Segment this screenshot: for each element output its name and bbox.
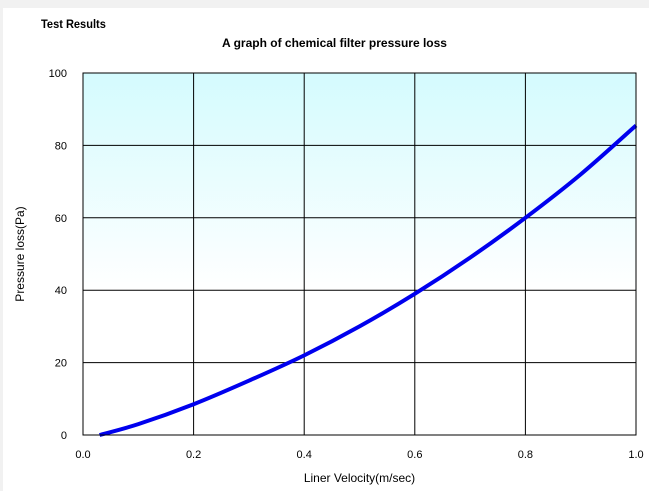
series-line (99, 123, 638, 437)
y-tick-labels: 0 20 40 60 80 100 (49, 68, 67, 442)
series-layer (99, 123, 638, 437)
y-axis-label: Pressure loss(Pa) (13, 206, 27, 301)
x-tick-label: 0.6 (407, 449, 422, 461)
plot-frame (82, 72, 637, 436)
y-tick-label: 40 (55, 285, 67, 297)
section-header: Test Results (41, 17, 106, 31)
x-tick-label: 1.0 (628, 449, 643, 461)
x-tick-label: 0.4 (297, 449, 312, 461)
chart-title: A graph of chemical filter pressure loss (222, 36, 447, 50)
y-tick-label: 60 (55, 213, 67, 225)
y-tick-label: 20 (55, 358, 67, 370)
x-tick-label: 0.8 (518, 449, 533, 461)
x-tick-labels: 0.0 0.2 0.4 0.6 0.8 1.0 (75, 449, 643, 461)
plot-background (83, 73, 636, 435)
x-tick-label: 0.0 (75, 449, 90, 461)
x-axis-label: Liner Velocity(m/sec) (304, 471, 415, 485)
y-tick-label: 0 (61, 430, 67, 442)
plot-border (82, 72, 637, 436)
y-tick-label: 100 (49, 68, 67, 80)
shaded-band (83, 73, 636, 291)
y-tick-label: 80 (55, 140, 67, 152)
x-tick-label: 0.2 (186, 449, 201, 461)
